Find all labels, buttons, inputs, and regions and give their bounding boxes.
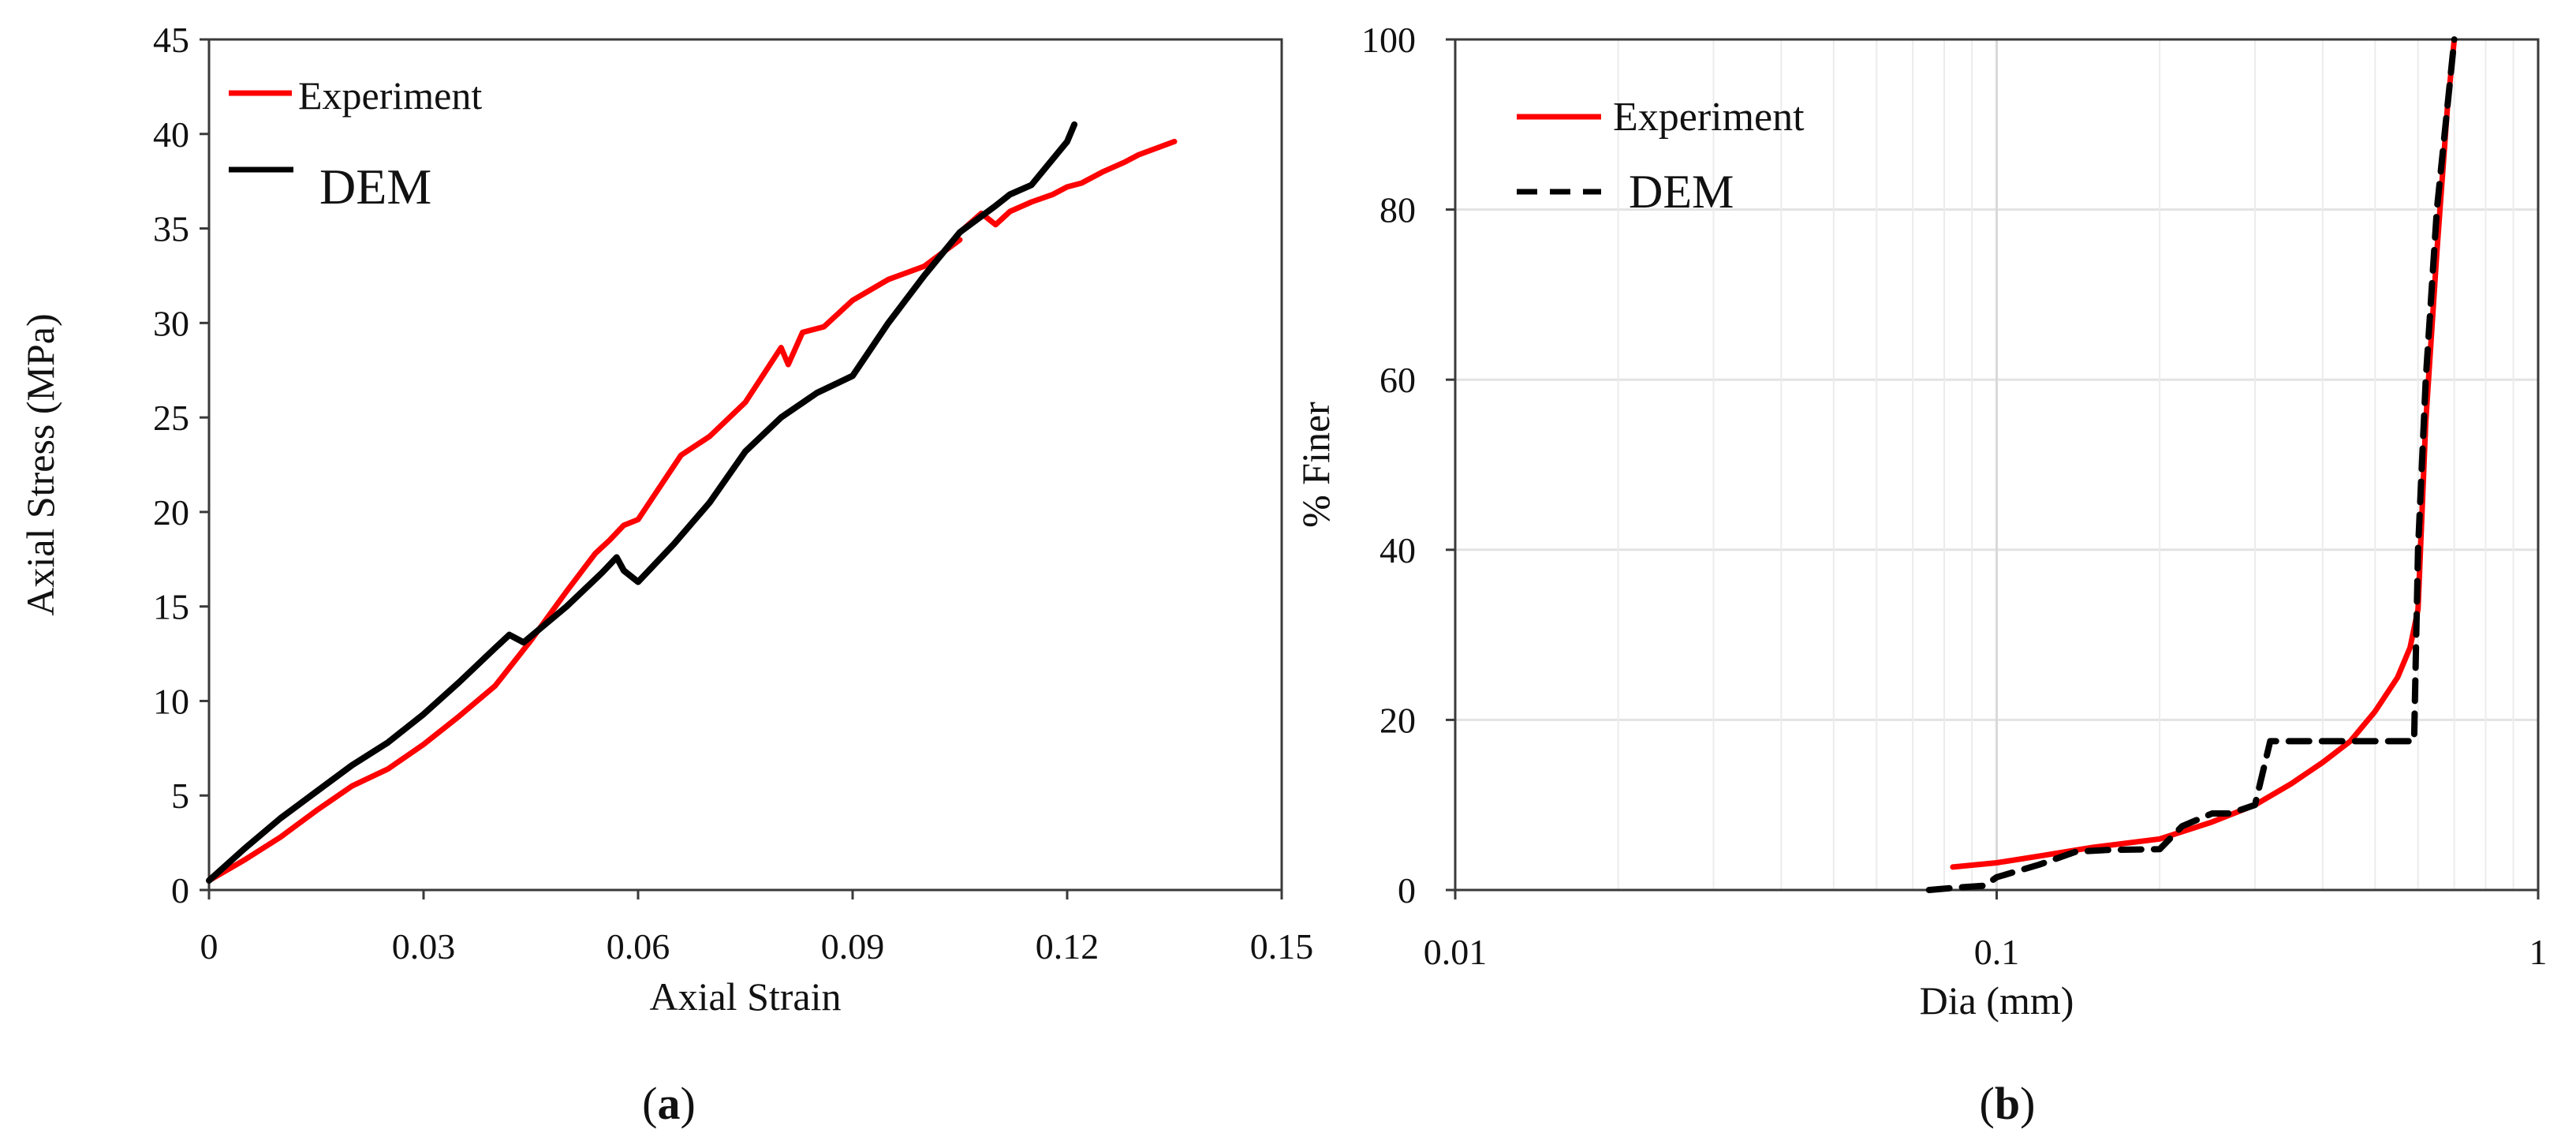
x-tick-label: 0.01 xyxy=(1424,932,1488,972)
x-axis-label: Dia (mm) xyxy=(1920,978,2074,1023)
y-tick-label: 5 xyxy=(171,776,189,816)
series-group xyxy=(206,121,1178,884)
series-group xyxy=(1925,36,2458,893)
y-tick-label: 30 xyxy=(153,303,189,343)
panel-label-close: ) xyxy=(2020,1078,2035,1129)
panel-label-open: ( xyxy=(1980,1078,1995,1129)
x-tick-label: 0.1 xyxy=(1974,932,2020,972)
y-tick-label: 10 xyxy=(153,681,189,721)
y-tick-label: 0 xyxy=(171,870,189,911)
grid xyxy=(1455,38,2538,890)
plot-frame xyxy=(207,38,1283,892)
x-tick-label: 0.06 xyxy=(607,926,670,967)
legend-label: DEM xyxy=(319,159,431,215)
x-tick-label: 1 xyxy=(2529,932,2548,972)
legend-label: Experiment xyxy=(298,73,482,118)
y-tick-label: 20 xyxy=(153,492,189,533)
panel-label-close: ) xyxy=(681,1078,696,1129)
x-tick-label: 0 xyxy=(200,926,218,967)
y-tick-label: 100 xyxy=(1361,20,1416,60)
y-axis-label: % Finer xyxy=(1294,402,1338,528)
y-tick-label: 60 xyxy=(1379,360,1416,400)
panel-label-open: ( xyxy=(642,1078,657,1129)
panel-a-stress-strain-chart: 0 5 10 15 20 25 30 35 40 45 0 0.03 0.06 0.09 0.12 0.15 A… xyxy=(18,20,1313,1129)
y-tick-label: 80 xyxy=(1379,190,1416,230)
y-tick-label: 15 xyxy=(153,587,189,627)
x-tick-label: 0.03 xyxy=(392,926,456,967)
y-tick-label: 45 xyxy=(153,20,189,60)
series-line-dem xyxy=(206,121,1078,884)
legend-label: DEM xyxy=(1629,166,1734,218)
panel-b-grain-size-chart: 0 20 40 60 80 100 0.01 0.1 1 Dia (mm) % Finer Exper… xyxy=(1294,20,2548,1129)
y-axis-label: Axial Stress (MPa) xyxy=(18,313,62,615)
legend: Experiment DEM xyxy=(1517,95,1805,218)
y-tick-label: 0 xyxy=(1398,870,1416,911)
series-line-experiment xyxy=(206,237,963,884)
y-tick-label: 25 xyxy=(153,398,189,438)
y-tick-label: 40 xyxy=(1379,530,1416,570)
panel-label: (a) xyxy=(642,1078,696,1129)
series-line-experiment xyxy=(957,138,1178,235)
x-tick-label: 0.15 xyxy=(1250,926,1314,967)
legend: Experiment DEM xyxy=(229,73,482,215)
series-line-dem xyxy=(1925,36,2458,893)
panel-label-letter: b xyxy=(1995,1078,2020,1129)
x-axis-label: Axial Strain xyxy=(649,974,841,1019)
x-tick-label: 0.12 xyxy=(1036,926,1099,967)
y-tick-label: 35 xyxy=(153,209,189,249)
y-tick-label: 40 xyxy=(153,114,189,155)
x-tick-label: 0.09 xyxy=(821,926,885,967)
legend-label: Experiment xyxy=(1613,95,1805,140)
y-tick-label: 20 xyxy=(1379,700,1416,740)
panel-label-letter: a xyxy=(658,1078,681,1129)
panel-label: (b) xyxy=(1980,1078,2036,1129)
